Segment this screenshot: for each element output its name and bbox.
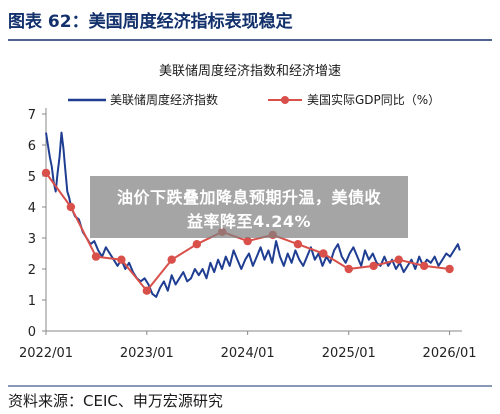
- y-tick-label: 3: [28, 232, 36, 247]
- legend-label-wei: 美联储周度经济指数: [110, 92, 218, 107]
- gdp-yoy-point: [445, 264, 454, 274]
- y-tick-label: 4: [28, 201, 36, 216]
- gdp-yoy-point: [369, 261, 378, 271]
- x-tick-label: 2022/01: [19, 346, 73, 361]
- y-tick-label: 7: [28, 108, 36, 123]
- gdp-yoy-point: [41, 168, 51, 178]
- gdp-yoy-point: [319, 249, 328, 258]
- gdp-yoy-point: [243, 236, 252, 246]
- y-tick-label: 1: [28, 294, 36, 309]
- figure-title: 图表 62：美国周度经济指标表现稳定: [8, 11, 293, 32]
- y-tick-label: 6: [28, 139, 36, 154]
- gdp-yoy-point: [419, 261, 429, 271]
- gdp-yoy-point: [344, 264, 353, 274]
- x-tick-label: 2024/01: [221, 346, 275, 361]
- legend-label-gdp: 美国实际GDP同比（%）: [307, 92, 440, 107]
- weekly-index-line: [45, 131, 461, 298]
- gdp-yoy-point: [394, 255, 403, 264]
- source-note: 资料来源：CEIC、申万宏源研究: [8, 392, 223, 410]
- gdp-yoy-point: [293, 240, 303, 249]
- series-weekly-index: [45, 131, 461, 298]
- y-tick-label: 2: [28, 263, 36, 278]
- x-tick-label: 2025/01: [322, 346, 376, 361]
- legend-marker-gdp: [281, 96, 289, 104]
- y-tick-label: 5: [28, 170, 36, 185]
- gdp-yoy-point: [142, 286, 152, 295]
- headline-line-1: 油价下跌叠加降息预期升温，美债收: [116, 188, 381, 207]
- x-tick-label: 2026/01: [423, 346, 477, 361]
- gdp-yoy-point: [66, 202, 76, 212]
- axes: 0 1 2 3 4 5 6 7 2022/01 2023/01 2024/01 2025/01 2026…: [19, 108, 477, 361]
- gdp-yoy-point: [91, 252, 101, 261]
- x-tick-label: 2023/01: [120, 346, 174, 361]
- gdp-yoy-point: [167, 255, 176, 264]
- y-tick-label: 0: [28, 325, 36, 340]
- chart-title: 美联储周度经济指数和经济增速: [159, 63, 341, 79]
- gdp-yoy-point: [117, 255, 126, 264]
- headline-overlay: 油价下跌叠加降息预期升温，美债收 益率降至4.24%: [90, 176, 408, 238]
- series-gdp-yoy: [41, 168, 454, 295]
- headline-line-2: 益率降至4.24%: [186, 212, 311, 231]
- gdp-yoy-point: [192, 240, 202, 249]
- legend: 美联储周度经济指数 美国实际GDP同比（%）: [68, 92, 440, 107]
